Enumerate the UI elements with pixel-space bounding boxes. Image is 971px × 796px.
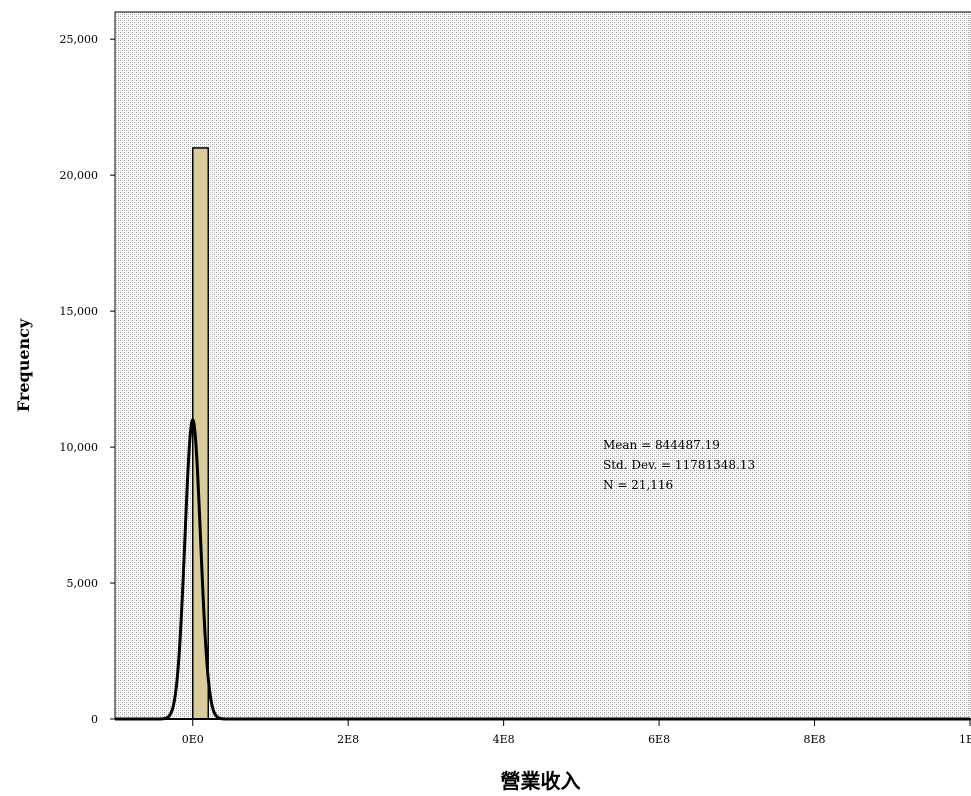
x-tick-label-0: 0E0: [182, 733, 204, 746]
y-tick-label-1: 5,000: [67, 577, 99, 590]
stats-n: N = 21,116: [603, 478, 673, 492]
x-tick-label-4: 8E8: [804, 733, 826, 746]
x-tick-label-1: 2E8: [337, 733, 359, 746]
x-tick-label-2: 4E8: [493, 733, 515, 746]
y-tick-label-0: 0: [91, 713, 98, 726]
x-tick-label-5: 1E9: [959, 733, 971, 746]
y-tick-label-3: 15,000: [60, 305, 99, 318]
stats-std-dev: Std. Dev. = 11781348.13: [603, 458, 755, 472]
stats-mean: Mean = 844487.19: [603, 438, 720, 452]
y-tick-label-5: 25,000: [60, 33, 99, 46]
x-tick-label-3: 6E8: [648, 733, 670, 746]
y-tick-label-4: 20,000: [60, 169, 99, 182]
plot-area: [114, 11, 971, 720]
x-axis-label: 營業收入: [501, 769, 581, 793]
y-tick-label-2: 10,000: [60, 441, 99, 454]
y-axis-label: Frequency: [14, 318, 33, 412]
